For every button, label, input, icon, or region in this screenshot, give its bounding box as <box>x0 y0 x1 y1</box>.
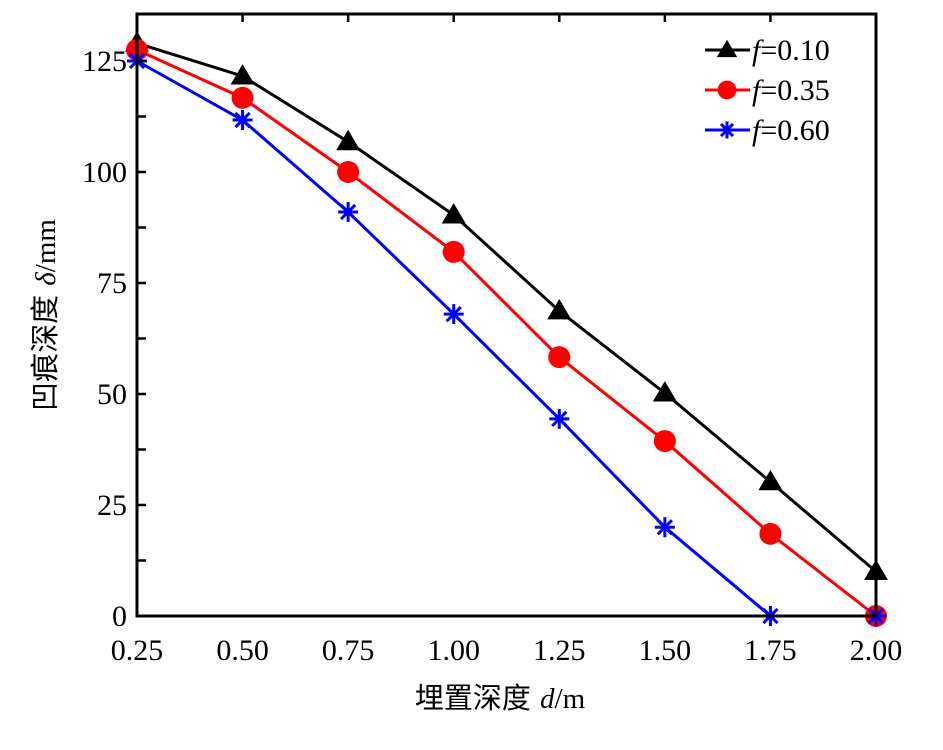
x-tick-label: 0.50 <box>216 634 269 667</box>
series-layer <box>125 31 888 627</box>
y-tick-label: 25 <box>97 489 127 522</box>
asterisk-marker <box>338 201 359 222</box>
series-f-0-60 <box>127 51 886 626</box>
y-axis-label-text: 凹痕深度 <box>28 286 62 411</box>
asterisk-marker <box>549 408 570 429</box>
x-axis-label-var: d <box>540 683 555 715</box>
legend-label: f=0.60 <box>752 114 830 147</box>
x-tick-label: 0.75 <box>322 634 375 667</box>
y-axis-label-var: δ <box>30 272 62 286</box>
legend-item: f=0.10 <box>705 34 830 67</box>
axis-layer: 0.25 0.50 0.75 1.00 1.25 1.50 1.75 2.00 0 25 50 75 1… <box>82 14 902 667</box>
x-axis-label-unit: /m <box>555 683 586 715</box>
triangle-marker <box>336 129 361 151</box>
x-axis-label: 埋置深度 d/m <box>415 681 586 715</box>
triangle-marker <box>441 203 466 224</box>
series-line <box>136 48 877 618</box>
triangle-marker <box>758 469 783 491</box>
x-tick-label: 0.25 <box>111 634 164 667</box>
legend-value: =0.60 <box>760 114 829 147</box>
legend-item: f=0.35 <box>705 74 830 107</box>
y-tick-label: 75 <box>97 267 127 300</box>
legend-value: =0.35 <box>760 74 829 107</box>
asterisk-marker <box>443 304 464 325</box>
circle-marker <box>717 80 737 100</box>
y-tick-label: 0 <box>112 600 127 633</box>
legend-label: f=0.35 <box>752 74 830 107</box>
x-tick-label: 1.00 <box>427 634 480 667</box>
circle-marker <box>548 346 571 369</box>
y-axis-label-unit: /mm <box>30 219 62 273</box>
legend-label: f=0.10 <box>752 34 830 67</box>
circle-marker <box>442 240 465 263</box>
circle-marker <box>653 430 676 453</box>
triangle-marker <box>652 381 677 402</box>
legend-item: f=0.60 <box>705 114 830 147</box>
asterisk-stroke <box>340 203 357 221</box>
y-tick-label: 50 <box>97 378 127 411</box>
series-line <box>136 59 876 618</box>
x-tick-label: 2.00 <box>850 634 903 667</box>
asterisk-stroke <box>551 410 568 427</box>
asterisk-marker <box>232 110 253 131</box>
circle-marker <box>337 161 360 183</box>
triangle-marker <box>547 298 572 320</box>
legend-value: =0.10 <box>760 34 829 67</box>
asterisk-stroke <box>234 111 251 129</box>
triangle-marker <box>716 39 738 58</box>
series-line <box>136 41 877 573</box>
asterisk-stroke <box>719 122 735 138</box>
y-tick-label: 125 <box>82 45 127 78</box>
asterisk-stroke <box>445 305 462 323</box>
asterisk-marker <box>654 517 675 538</box>
x-tick-label: 1.25 <box>533 634 586 667</box>
triangle-marker <box>230 64 255 85</box>
x-tick-label: 1.75 <box>744 634 797 667</box>
y-axis-label: 凹痕深度 δ/mm <box>28 219 62 411</box>
x-axis-label-text: 埋置深度 <box>415 681 540 715</box>
plot-frame <box>135 12 878 618</box>
asterisk-marker <box>718 121 736 139</box>
y-tick-label: 100 <box>82 156 127 189</box>
circle-marker <box>231 86 254 109</box>
x-tick-label: 1.50 <box>639 634 692 667</box>
circle-marker <box>759 522 782 545</box>
legend: f=0.10 f=0.35 f=0.60 <box>705 34 830 147</box>
asterisk-stroke <box>656 519 673 536</box>
